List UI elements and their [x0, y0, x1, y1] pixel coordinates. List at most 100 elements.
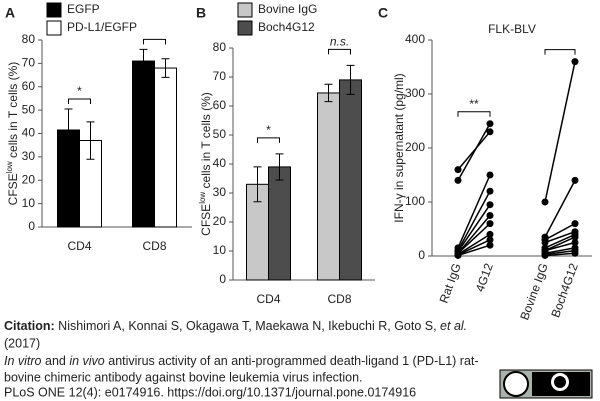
y-tick-label: 20 [22, 172, 36, 186]
pair-line [544, 180, 576, 238]
citation-line: Citation: Nishimori A, Konnai S, Okagawa… [4, 319, 467, 333]
title-part: In vitro [4, 354, 42, 368]
pair-line [544, 241, 576, 252]
legend-label: PD-L1/EGFP [67, 20, 137, 34]
citation-title: In vitro and in vivo antivirus activity … [4, 354, 479, 368]
legend-label: Bovine IgG [258, 2, 317, 16]
point [486, 220, 494, 228]
bar [339, 79, 362, 281]
error-bar [346, 64, 355, 95]
point [486, 201, 494, 209]
bracket [257, 137, 280, 143]
point [541, 251, 549, 259]
y-tick-label: 0 [28, 219, 35, 233]
error-bar [324, 83, 333, 103]
pair-line [544, 252, 576, 257]
pair-line [457, 190, 491, 251]
y-tick-label: 10 [22, 196, 36, 210]
x-tick-label: 4G12 [473, 261, 496, 294]
pair-line [544, 230, 576, 244]
y-tick-label: 50 [213, 127, 227, 141]
chart-title: FLK-BLV [488, 22, 536, 36]
pair-line [457, 174, 491, 249]
point [571, 249, 579, 257]
point [454, 176, 462, 184]
error-bar [161, 58, 170, 78]
citation-year: (2017) [4, 336, 40, 350]
point [486, 212, 494, 219]
pair-line [457, 204, 491, 253]
cc-by-badge [499, 369, 593, 399]
citation-journal: PLoS ONE 12(4): e0174916. https://doi.or… [4, 385, 416, 399]
pair-line [544, 222, 576, 241]
label-part: CFSE [6, 173, 20, 205]
y-tick-label: 20 [213, 214, 227, 228]
panel-label: A [5, 5, 15, 21]
point [571, 220, 579, 228]
pair-line [457, 123, 491, 181]
y-tick-label: 100 [405, 194, 425, 208]
y-tick-label: 80 [22, 32, 36, 46]
x-tick-label: Bovine IgG [517, 261, 550, 322]
bracket-label: * [266, 123, 271, 137]
point [486, 171, 494, 179]
pair-line [457, 233, 491, 256]
pair-line [457, 239, 491, 256]
point [486, 120, 494, 128]
bracket [143, 38, 166, 45]
x-tick-label: Rat IgG [436, 261, 463, 305]
x-tick-label: CD8 [142, 239, 166, 253]
error-bar [275, 153, 284, 181]
pair-line [544, 236, 576, 252]
point [486, 187, 494, 195]
bar [317, 92, 340, 281]
y-tick-label: 0 [418, 248, 425, 262]
label-part: cells in T cells (%) [6, 62, 20, 162]
error-bar [86, 121, 95, 160]
bar [154, 67, 177, 228]
y-axis-label: CFSElow cells in T cells (%) [198, 92, 213, 236]
point [541, 198, 549, 206]
y-tick-label: 40 [213, 156, 227, 170]
y-axis-label: CFSElow cells in T cells (%) [5, 62, 20, 206]
legend-swatch [46, 20, 62, 36]
panel-label: C [378, 5, 388, 21]
citation-etal: et al. [440, 319, 467, 333]
point [486, 230, 494, 238]
error-bar [253, 166, 262, 203]
citation-title: bovine chimeric antibody against bovine … [4, 370, 363, 384]
pair-line [457, 223, 491, 254]
label-sup: low [198, 192, 207, 204]
error-bar [64, 108, 73, 152]
citation-authors: Nishimori A, Konnai S, Okagawa T, Maekaw… [55, 319, 440, 333]
y-tick-label: 70 [213, 69, 227, 83]
y-tick-label: 200 [405, 140, 425, 154]
pair-line [457, 215, 491, 254]
y-tick-label: 70 [22, 56, 36, 70]
bracket [544, 49, 576, 55]
legend-label: EGFP [67, 2, 100, 16]
point [571, 233, 579, 241]
point [571, 239, 579, 246]
point [486, 241, 494, 249]
y-tick-label: 300 [405, 86, 425, 100]
title-part: in vivo [69, 354, 104, 368]
y-tick-label: 0 [219, 272, 226, 286]
bracket [68, 98, 91, 104]
pair-line [544, 249, 576, 256]
legend-swatch [237, 2, 253, 18]
label-part: CFSE [199, 204, 213, 236]
bracket-label: ** [469, 97, 479, 111]
legend-swatch [237, 20, 253, 36]
point [571, 58, 579, 66]
x-tick-label: CD4 [67, 239, 91, 253]
x-tick-label: CD8 [327, 292, 351, 306]
point [454, 251, 462, 259]
legend-swatch [46, 2, 62, 18]
y-tick-label: 10 [213, 243, 227, 257]
pair-line [544, 61, 576, 203]
citation-label: Citation: [4, 319, 55, 333]
label-part: cells in T cells (%) [199, 92, 213, 192]
point [571, 176, 579, 184]
